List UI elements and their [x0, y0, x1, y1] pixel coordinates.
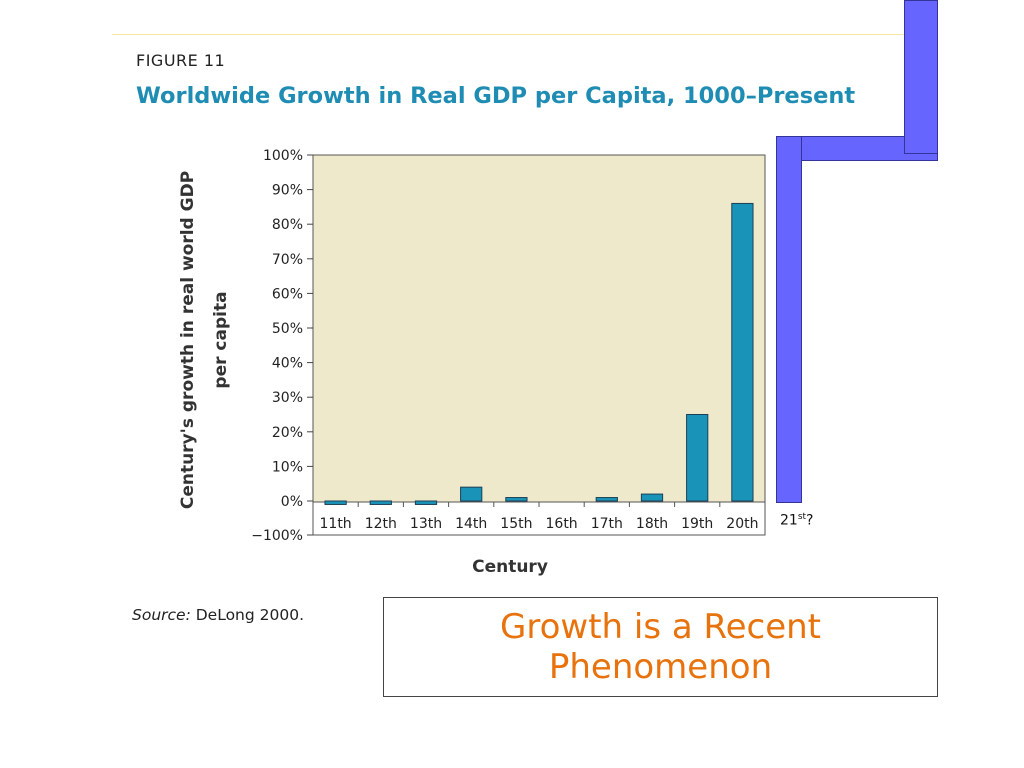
bar-series — [324, 202, 754, 505]
figure-title: Worldwide Growth in Real GDP per Capita,… — [136, 83, 856, 109]
y-break-label: −100% — [251, 528, 303, 544]
category-label: 15th — [500, 516, 532, 532]
category-label: 11th — [320, 516, 352, 532]
source-note: Source: DeLong 2000. — [132, 606, 304, 624]
y-tick-label: 40% — [272, 356, 303, 372]
y-tick-label: 20% — [272, 425, 303, 441]
future-label-sup: st — [797, 512, 807, 522]
future-bar-top — [904, 0, 938, 154]
callout-line1: Growth is a Recent — [500, 607, 821, 647]
future-bar — [776, 136, 802, 503]
future-label-tail: ? — [806, 512, 814, 529]
category-label: 17th — [591, 516, 623, 532]
bar-14th — [460, 486, 483, 502]
y-tick-label: 70% — [272, 252, 303, 268]
bar-19th — [686, 414, 709, 502]
bar-17th — [595, 497, 618, 502]
y-tick-label: 10% — [272, 459, 303, 475]
source-label: Source: — [132, 606, 191, 624]
category-label: 16th — [546, 516, 578, 532]
y-tick-label: 60% — [272, 286, 303, 302]
bar-13th — [414, 500, 438, 505]
category-strip — [312, 501, 766, 536]
bar-18th — [640, 493, 664, 502]
y-axis-title-line1: Century's growth in real world GDP — [178, 171, 198, 509]
top-rule — [112, 34, 907, 35]
category-label: 18th — [636, 516, 668, 532]
callout-line2: Phenomenon — [548, 647, 773, 687]
category-label: 20th — [726, 516, 758, 532]
source-text: DeLong 2000. — [190, 606, 305, 624]
y-tick-label: 90% — [272, 183, 303, 199]
y-axis: 100% 90% 80% 70% 60% 50% 40% 30% 20% 10% 0% −100% — [251, 148, 313, 544]
figure-label: FIGURE 11 — [136, 51, 226, 70]
y-tick-label: 80% — [272, 217, 303, 233]
y-tick-label: 30% — [272, 390, 303, 406]
bar-12th — [369, 500, 392, 505]
category-label: 14th — [455, 516, 487, 532]
category-label: 12th — [365, 516, 397, 532]
y-tick-label: 0% — [281, 494, 303, 510]
x-axis: 11th 12th 13th 14th 15th 16th 17th 18th 19th 20th — [320, 502, 758, 532]
future-bar-label: 21st? — [780, 512, 813, 529]
y-tick-label: 100% — [263, 148, 303, 164]
callout-box: Growth is a Recent Phenomenon — [383, 597, 938, 697]
category-label: 13th — [410, 516, 442, 532]
category-label: 19th — [681, 516, 713, 532]
bar-20th — [731, 202, 754, 502]
x-axis-title: Century — [472, 557, 548, 577]
future-label-base: 21 — [780, 512, 798, 529]
callout-text: Growth is a Recent Phenomenon — [471, 607, 851, 687]
bar-11th — [324, 500, 347, 505]
bar-15th — [505, 497, 528, 502]
y-axis-title-line2: per capita — [211, 291, 231, 388]
y-tick-label: 50% — [272, 321, 303, 337]
